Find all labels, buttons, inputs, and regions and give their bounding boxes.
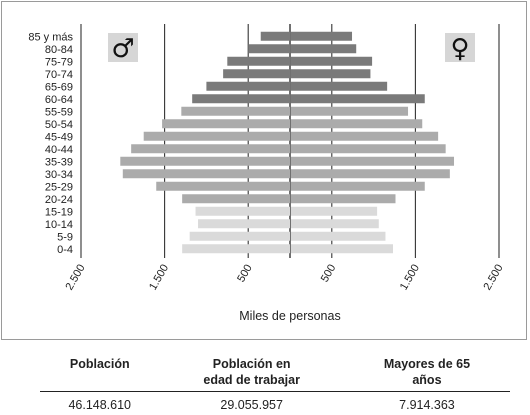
male-bar-1 [248,44,290,54]
male-bar-6 [181,106,290,116]
male-bar-16 [189,231,290,241]
age-group-label: 15-19 [45,206,73,218]
female-bar-12 [291,181,425,191]
age-group-label: 80-84 [45,44,73,56]
value-edad-trabajar: 29.055.957 [220,398,283,412]
female-bar-1 [291,44,357,54]
male-bar-10 [120,156,291,166]
age-group-label: 35-39 [45,156,73,168]
male-bar-4 [206,81,290,91]
female-bar-2 [291,56,373,66]
female-bar-16 [291,231,386,241]
female-bar-0 [291,31,353,41]
population-stats: Población Población en edad de trabajar … [0,356,530,413]
x-tick-label: 1.500 [147,263,171,293]
male-bar-14 [195,206,290,216]
age-group-label: 50-54 [45,119,73,131]
male-bar-9 [131,144,290,154]
age-group-label: 45-49 [45,131,73,143]
female-bar-7 [291,119,423,129]
age-group-label: 30-34 [45,169,73,181]
x-axis-title: Miles de personas [239,309,340,323]
header-edad-trabajar: Población en edad de trabajar [159,356,344,392]
female-bar-11 [291,169,450,179]
male-symbol-icon: ♂ [111,34,134,64]
female-bar-3 [291,69,371,79]
female-bar-15 [291,219,379,229]
age-group-label: 65-69 [45,81,73,93]
female-bar-6 [291,106,409,116]
x-tick-label: 1.500 [398,263,422,293]
male-bar-11 [122,169,290,179]
stats-table: Población Población en edad de trabajar … [40,356,510,413]
age-group-label: 20-24 [45,194,73,206]
population-pyramid-chart: 85 y más80-8475-7970-7465-6960-6455-5950… [28,24,506,323]
female-bar-17 [291,244,393,254]
x-tick-label: 2.500 [481,263,505,293]
stats-value-row: 46.148.610 29.055.957 7.914.363 [40,392,510,414]
header-mayores-65-line1: Mayores de 65 [383,357,471,371]
female-bar-13 [291,194,396,204]
male-bar-17 [182,244,290,254]
age-group-label: 0-4 [57,244,73,256]
age-group-label: 60-64 [45,94,73,106]
female-bar-10 [291,156,455,166]
age-group-label: 75-79 [45,56,73,68]
header-poblacion: Población [40,356,160,392]
age-group-label: 5-9 [57,231,73,243]
male-bar-8 [143,131,290,141]
age-group-label: 40-44 [45,144,73,156]
stats-header-row: Población Población en edad de trabajar … [40,356,510,392]
header-mayores-65-line2: años [412,373,442,387]
age-group-label: 70-74 [45,69,73,81]
x-tick-label: 2.500 [63,263,87,293]
male-bar-7 [162,119,290,129]
header-mayores-65: Mayores de 65 años [343,356,510,392]
age-group-label: 55-59 [45,106,73,118]
header-edad-trabajar-line1: Población en [212,357,291,371]
female-bar-14 [291,206,378,216]
female-bar-4 [291,81,388,91]
female-bar-5 [291,94,425,104]
female-bar-8 [291,131,439,141]
male-symbol-box [108,33,138,62]
age-group-label: 10-14 [45,219,73,231]
male-bar-2 [227,56,290,66]
x-tick-label: 500 [319,263,339,285]
male-bar-15 [198,219,290,229]
value-poblacion: 46.148.610 [68,398,131,412]
chart-frame: 85 y más 80-84 75-79 70-74 65-69 60-64 55-59 50… [1,1,527,340]
male-bar-3 [223,69,290,79]
header-poblacion-line1: Población [69,357,130,371]
male-bar-12 [156,181,290,191]
header-edad-trabajar-line2: edad de trabajar [203,373,300,387]
age-group-label: 85 y más [28,31,73,43]
age-group-label: 25-29 [45,181,73,193]
male-bar-5 [192,94,290,104]
male-bar-13 [182,194,290,204]
male-bar-0 [260,31,290,41]
female-symbol-icon: ♀ [450,34,469,64]
female-symbol-box [445,33,475,62]
female-bar-9 [291,144,446,154]
x-tick-label: 500 [235,263,255,285]
value-mayores-65: 7.914.363 [399,398,455,412]
